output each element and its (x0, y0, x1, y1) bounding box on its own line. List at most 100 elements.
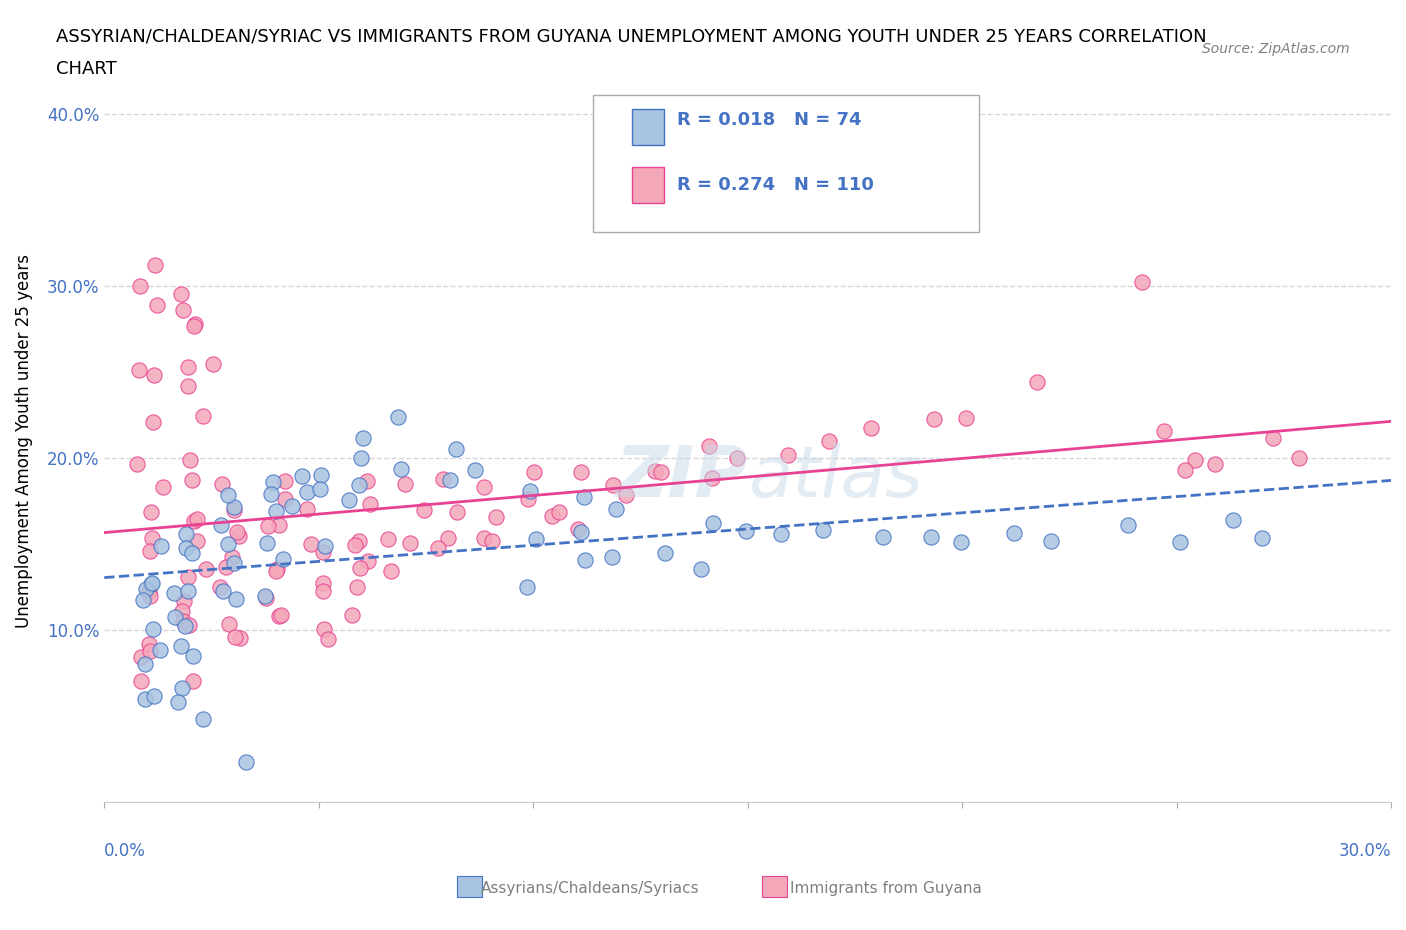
Point (132, 592, 155, 607)
Text: 0.0%: 0.0% (104, 842, 146, 859)
Point (309, 467, 332, 482)
Point (950, 535, 973, 550)
Point (725, 451, 748, 466)
Point (177, 379, 200, 393)
Point (211, 477, 233, 492)
Point (170, 639, 193, 654)
Point (212, 583, 235, 598)
Point (177, 583, 200, 598)
Point (267, 608, 290, 623)
Text: R = 0.018   N = 74: R = 0.018 N = 74 (676, 111, 862, 128)
Point (217, 488, 239, 503)
Point (312, 544, 335, 559)
Point (222, 499, 245, 514)
Point (179, 453, 201, 468)
Point (125, 457, 148, 472)
Point (522, 464, 544, 479)
Point (145, 258, 167, 272)
Point (179, 618, 201, 632)
Point (439, 473, 461, 488)
Point (1168, 535, 1191, 550)
Point (472, 531, 495, 546)
Point (214, 560, 236, 575)
Point (224, 502, 246, 517)
Point (356, 473, 378, 488)
Point (295, 501, 318, 516)
Point (229, 631, 252, 645)
Point (312, 621, 335, 636)
Text: atlas: atlas (748, 443, 922, 512)
Point (654, 546, 676, 561)
Point (186, 512, 208, 526)
Point (1204, 457, 1226, 472)
Point (859, 420, 882, 435)
Point (377, 532, 399, 547)
Text: R = 0.274   N = 110: R = 0.274 N = 110 (676, 176, 873, 193)
Point (1251, 530, 1274, 545)
Point (1026, 375, 1049, 390)
Y-axis label: Unemployment Among Youth under 25 years: Unemployment Among Youth under 25 years (15, 254, 32, 628)
Point (191, 711, 214, 726)
Point (1288, 450, 1310, 465)
Bar (631, 109, 664, 145)
Point (920, 530, 942, 545)
Point (177, 360, 200, 375)
Point (266, 562, 288, 577)
Point (1222, 512, 1244, 527)
Point (702, 470, 724, 485)
Point (141, 577, 163, 591)
Text: ASSYRIAN/CHALDEAN/SYRIAC VS IMMIGRANTS FROM GUYANA UNEMPLOYMENT AMONG YOUTH UNDE: ASSYRIAN/CHALDEAN/SYRIAC VS IMMIGRANTS F… (56, 28, 1206, 46)
Text: Immigrants from Guyana: Immigrants from Guyana (790, 881, 981, 896)
Point (347, 533, 370, 548)
Point (357, 553, 380, 568)
Point (172, 680, 194, 695)
Point (1039, 533, 1062, 548)
Point (1002, 525, 1025, 540)
Point (172, 614, 194, 629)
Point (256, 535, 278, 550)
Point (309, 481, 332, 496)
Point (516, 579, 538, 594)
Point (209, 517, 232, 532)
Point (340, 607, 363, 622)
Bar (457, 876, 482, 897)
Point (141, 505, 163, 520)
Point (437, 531, 460, 546)
Point (257, 519, 280, 534)
Point (142, 367, 165, 382)
Point (138, 637, 160, 652)
Point (262, 475, 284, 490)
Point (349, 451, 371, 466)
Point (446, 504, 468, 519)
Point (174, 526, 197, 541)
Point (600, 550, 623, 565)
Point (208, 579, 231, 594)
Point (167, 694, 190, 709)
Bar (631, 166, 664, 203)
Point (697, 439, 720, 454)
Point (1130, 275, 1153, 290)
Point (184, 316, 207, 331)
Point (218, 617, 240, 631)
Point (567, 522, 589, 537)
Point (811, 523, 834, 538)
Point (574, 553, 596, 568)
FancyBboxPatch shape (593, 95, 979, 232)
Point (318, 631, 340, 646)
Point (413, 502, 436, 517)
Point (235, 754, 257, 769)
Point (170, 287, 193, 302)
Point (274, 491, 297, 506)
Point (312, 584, 335, 599)
Point (225, 591, 247, 606)
Point (337, 492, 360, 507)
Point (202, 356, 225, 371)
Text: Source: ZipAtlas.com: Source: ZipAtlas.com (1202, 42, 1350, 56)
Point (264, 503, 287, 518)
Point (291, 468, 314, 483)
Point (222, 556, 245, 571)
Point (217, 537, 239, 551)
Point (181, 546, 204, 561)
Point (138, 584, 160, 599)
Point (224, 630, 246, 644)
